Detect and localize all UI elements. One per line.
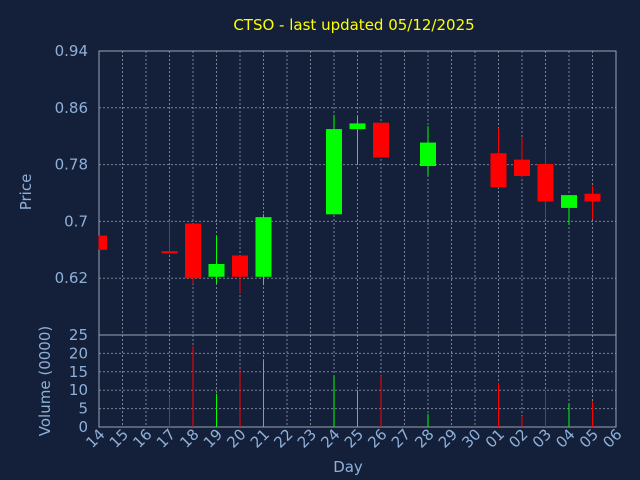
x-tick-label: 28 bbox=[411, 425, 437, 451]
candle-body bbox=[490, 153, 507, 188]
price-axis-label: Price bbox=[17, 174, 35, 211]
volume-tick-label: 5 bbox=[78, 400, 88, 418]
x-tick-label: 29 bbox=[435, 425, 461, 451]
x-tick-label: 17 bbox=[153, 425, 179, 451]
x-tick-label: 05 bbox=[576, 425, 602, 451]
candle-body bbox=[561, 195, 577, 208]
chart-title: CTSO - last updated 05/12/2025 bbox=[233, 16, 474, 34]
x-tick-label: 24 bbox=[317, 425, 343, 451]
candle-body bbox=[420, 142, 436, 167]
candle-body bbox=[373, 122, 389, 158]
candle-body bbox=[99, 235, 107, 250]
price-tick-label: 0.94 bbox=[55, 42, 88, 60]
candle-body bbox=[514, 159, 530, 176]
x-tick-label: 25 bbox=[341, 425, 367, 451]
candle-body bbox=[349, 123, 366, 130]
x-tick-label: 19 bbox=[200, 425, 226, 451]
x-tick-label: 01 bbox=[482, 425, 508, 451]
candle-body bbox=[537, 163, 554, 202]
x-tick-label: 22 bbox=[270, 425, 296, 451]
x-tick-label: 16 bbox=[129, 425, 155, 451]
candle-body bbox=[326, 129, 342, 215]
x-tick-label: 06 bbox=[599, 425, 625, 451]
x-tick-label: 21 bbox=[247, 425, 273, 451]
price-tick-label: 0.86 bbox=[55, 99, 88, 117]
x-tick-label: 26 bbox=[364, 425, 390, 451]
candle-body bbox=[161, 251, 178, 254]
candle-body bbox=[208, 264, 225, 277]
volume-axis-label: Volume (0000) bbox=[36, 326, 54, 436]
volume-tick-label: 0 bbox=[78, 418, 88, 436]
candle-body bbox=[185, 223, 201, 279]
x-tick-label: 15 bbox=[106, 425, 132, 451]
price-tick-label: 0.62 bbox=[55, 269, 88, 287]
volume-tick-label: 20 bbox=[69, 344, 88, 362]
volume-tick-label: 25 bbox=[69, 326, 88, 344]
volume-tick-label: 10 bbox=[69, 381, 88, 399]
candle-body bbox=[584, 193, 601, 202]
x-tick-label: 23 bbox=[294, 425, 320, 451]
x-tick-label: 30 bbox=[458, 425, 484, 451]
x-tick-label: 04 bbox=[552, 425, 578, 451]
volume-tick-label: 15 bbox=[69, 363, 88, 381]
x-tick-label: 18 bbox=[176, 425, 202, 451]
price-tick-label: 0.78 bbox=[55, 156, 88, 174]
x-tick-label: 27 bbox=[388, 425, 414, 451]
x-tick-label: 02 bbox=[505, 425, 531, 451]
price-tick-label: 0.7 bbox=[64, 212, 88, 230]
x-axis-label: Day bbox=[333, 458, 363, 476]
candle-body bbox=[255, 217, 272, 277]
x-tick-label: 03 bbox=[529, 425, 555, 451]
candle-body bbox=[232, 255, 248, 277]
x-tick-label: 20 bbox=[223, 425, 249, 451]
